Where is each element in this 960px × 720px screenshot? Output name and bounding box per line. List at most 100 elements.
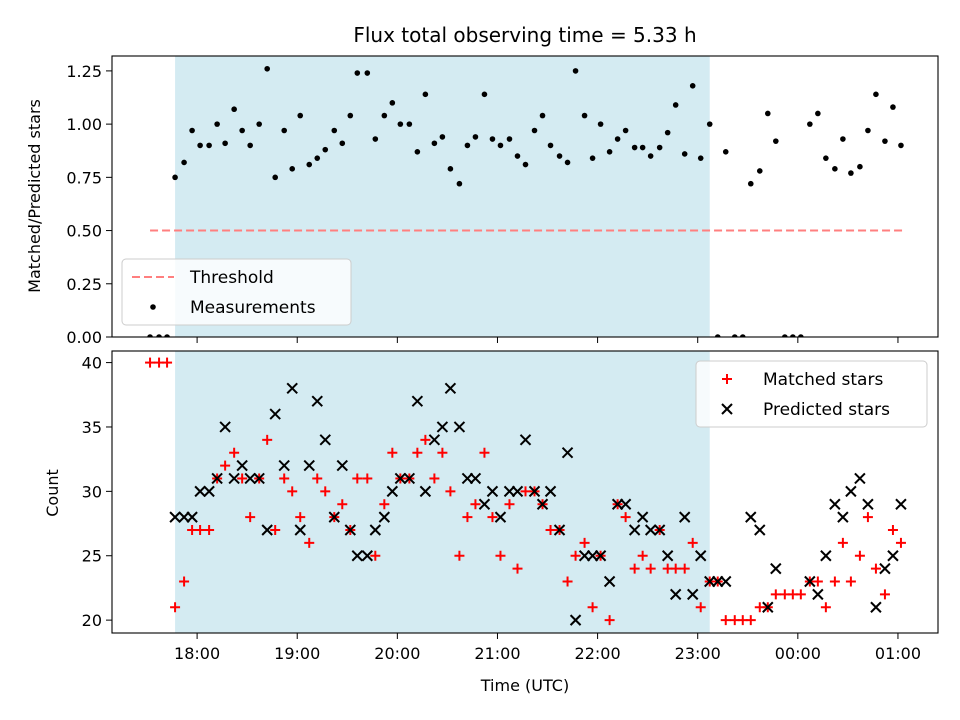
measurement-point xyxy=(456,180,463,187)
measurement-point xyxy=(656,144,663,151)
measurement-point xyxy=(597,121,604,127)
measurement-point xyxy=(848,170,854,176)
matched-star-point xyxy=(312,473,323,484)
matched-star-point xyxy=(812,576,823,587)
matched-star-point xyxy=(520,486,531,497)
measurement-point xyxy=(239,127,245,134)
matched-star-point xyxy=(379,499,390,510)
x-tick-label: 00:00 xyxy=(775,644,821,663)
measurement-point xyxy=(214,121,220,127)
x-tick-label: 22:00 xyxy=(575,644,621,663)
predicted-star-point xyxy=(203,485,215,498)
matched-star-point xyxy=(745,615,756,626)
measurement-point xyxy=(639,144,646,151)
measurement-point xyxy=(581,112,588,119)
x-tick-label: 18:00 xyxy=(174,644,220,663)
measurement-point xyxy=(331,127,338,134)
bottom-legend: Matched stars Predicted stars xyxy=(695,360,928,428)
matched-star-point xyxy=(279,473,290,484)
measurement-point xyxy=(272,174,278,181)
observing-window-region xyxy=(175,351,710,633)
chart-title: Flux total observing time = 5.33 h xyxy=(353,23,696,47)
matched-star-point xyxy=(237,473,248,484)
predicted-star-point xyxy=(219,421,231,433)
predicted-star-point xyxy=(386,485,399,498)
measurement-point xyxy=(439,134,446,140)
matched-star-point xyxy=(352,473,363,484)
predicted-star-point xyxy=(303,459,315,472)
matched-star-point xyxy=(229,447,240,458)
y-tick-label: 0.75 xyxy=(66,168,102,187)
y-tick-label: 25 xyxy=(82,547,102,566)
predicted-star-point xyxy=(661,550,674,562)
measurement-point xyxy=(857,163,863,170)
predicted-star-point xyxy=(528,485,541,498)
top-legend: Threshold Measurements xyxy=(121,258,352,326)
predicted-star-point xyxy=(804,575,816,588)
measurement-point xyxy=(773,138,779,144)
matched-star-point xyxy=(295,512,306,523)
measurement-point xyxy=(697,155,704,161)
legend-matched-label: Matched stars xyxy=(763,370,883,390)
predicted-star-point xyxy=(328,511,340,523)
y-tick-label: 1.25 xyxy=(66,62,102,81)
matched-star-point xyxy=(429,473,440,484)
measurement-point xyxy=(572,68,579,74)
top-panel: 0.00 0.25 0.50 0.75 1.00 1.25 Threshold Measure… xyxy=(66,55,939,347)
matched-star-point xyxy=(862,512,873,523)
matched-star-point xyxy=(545,524,556,535)
measurement-point xyxy=(289,166,296,172)
matched-star-point xyxy=(179,576,190,587)
predicted-star-point xyxy=(754,524,766,536)
matched-star-point xyxy=(695,602,706,613)
predicted-star-point xyxy=(244,472,256,485)
measurement-point xyxy=(156,334,162,337)
predicted-star-point xyxy=(561,447,574,459)
matched-star-point xyxy=(637,550,648,561)
measurement-point xyxy=(256,121,262,127)
matched-star-point xyxy=(362,473,373,484)
measurement-point xyxy=(447,166,454,172)
matched-star-point xyxy=(445,486,456,497)
predicted-star-point xyxy=(553,524,566,536)
y-tick-label: 1.00 xyxy=(66,115,102,134)
predicted-star-point xyxy=(351,550,364,562)
matched-star-point xyxy=(854,550,865,561)
measurement-point xyxy=(414,148,421,155)
measurement-point xyxy=(354,70,361,76)
predicted-star-point xyxy=(444,382,457,395)
predicted-star-point xyxy=(603,575,616,588)
matched-star-point xyxy=(604,615,615,626)
matched-star-point xyxy=(629,563,640,574)
measurement-point xyxy=(731,334,738,337)
matched-star-point xyxy=(337,499,348,510)
predicted-star-point xyxy=(653,524,666,536)
measurement-point xyxy=(622,127,629,134)
measurement-point xyxy=(222,140,228,147)
predicted-star-point xyxy=(695,550,707,562)
predicted-star-point xyxy=(762,601,774,613)
matched-star-point xyxy=(220,460,231,471)
matched-star-point xyxy=(645,563,656,574)
measurement-point xyxy=(714,334,721,337)
predicted-star-point xyxy=(411,395,424,407)
predicted-star-point xyxy=(770,562,782,575)
matched-star-point xyxy=(512,563,523,574)
predicted-star-point xyxy=(628,524,641,536)
predicted-star-point xyxy=(294,524,306,536)
bottom-plot-frame xyxy=(111,350,939,634)
measurement-point xyxy=(614,136,621,142)
matched-star-point xyxy=(387,447,398,458)
predicted-star-point xyxy=(419,485,432,498)
matched-star-point xyxy=(454,550,465,561)
predicted-star-point xyxy=(428,434,441,446)
measurement-point xyxy=(172,174,178,181)
matched-star-point xyxy=(204,524,215,535)
measurement-point xyxy=(832,166,838,172)
matched-star-point xyxy=(304,537,315,548)
predicted-star-point xyxy=(494,511,507,523)
predicted-star-point xyxy=(594,550,607,562)
measurement-point xyxy=(898,142,904,149)
matched-star-point xyxy=(579,537,590,548)
